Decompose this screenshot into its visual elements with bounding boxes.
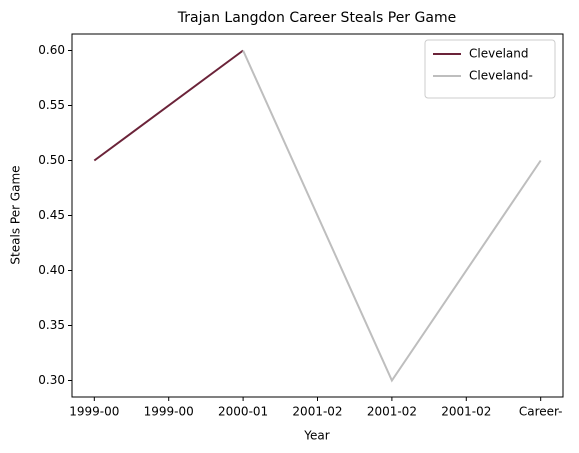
x-tick-label: 2000-01 [218, 405, 268, 419]
x-tick-label: 2001-02 [367, 405, 417, 419]
y-tick-label: 0.30 [38, 373, 65, 387]
legend-label: Cleveland [469, 47, 529, 61]
x-tick-label: 2001-02 [292, 405, 342, 419]
series-line [93, 49, 244, 162]
series-line [242, 50, 542, 383]
x-axis-label: Year [303, 429, 329, 443]
y-axis-label: Steals Per Game [9, 165, 23, 264]
y-tick-label: 0.45 [38, 208, 65, 222]
x-tick-label: Career- [519, 405, 563, 419]
y-tick-label: 0.50 [38, 153, 65, 167]
x-tick-label: 1999-00 [69, 405, 119, 419]
chart-title: Trajan Langdon Career Steals Per Game [177, 10, 456, 26]
plot-frame [71, 33, 564, 398]
x-tick-label: 1999-00 [144, 405, 194, 419]
y-tick-label: 0.40 [38, 263, 65, 277]
x-tick-label: 2001-02 [441, 405, 491, 419]
y-tick-label: 0.60 [38, 43, 65, 57]
y-tick-label: 0.35 [38, 318, 65, 332]
legend-label: Cleveland- [469, 69, 533, 83]
y-tick-label: 0.55 [38, 98, 65, 112]
